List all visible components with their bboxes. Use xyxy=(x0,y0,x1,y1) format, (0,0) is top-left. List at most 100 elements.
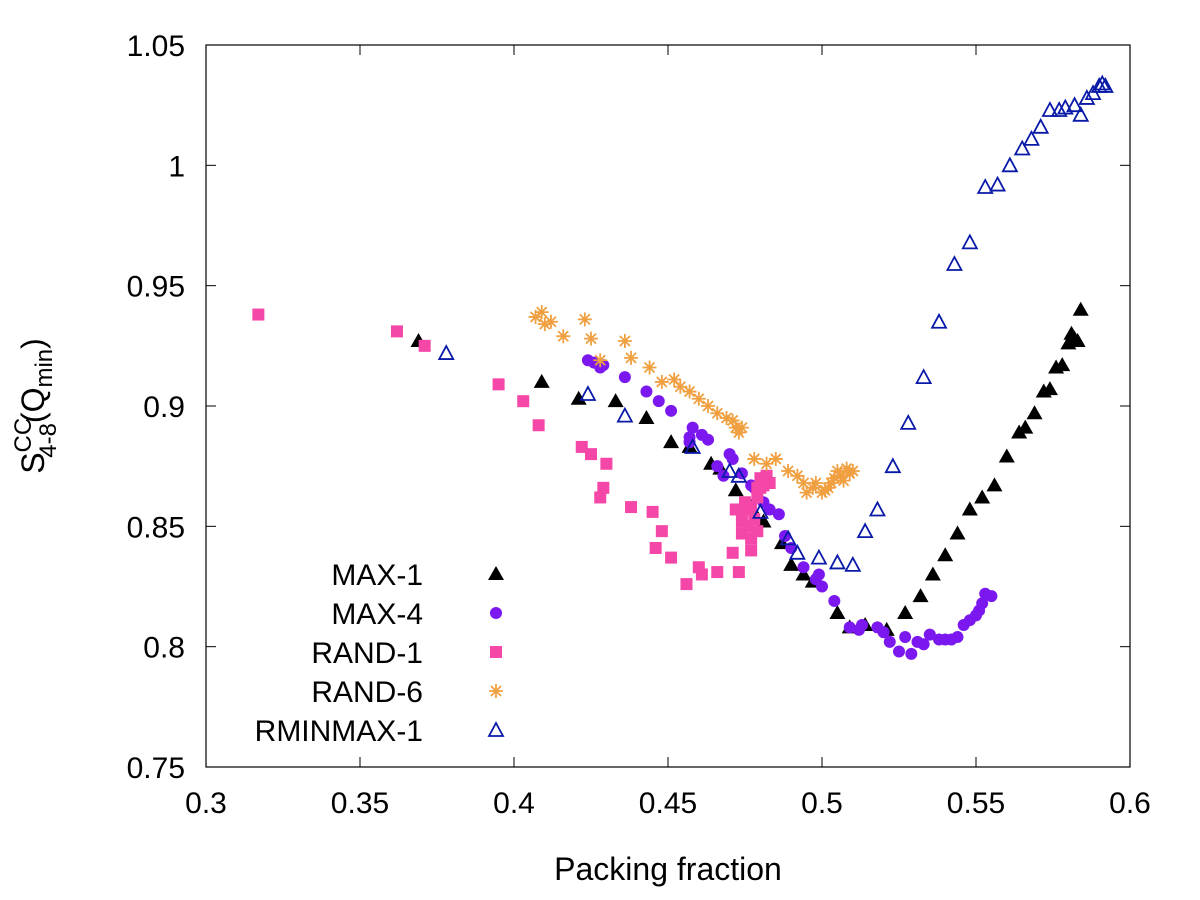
point-max-1 xyxy=(974,489,991,504)
point-rand-6 xyxy=(827,471,842,486)
point-rand-6 xyxy=(710,406,725,421)
point-max-4 xyxy=(917,638,930,651)
point-rand-6 xyxy=(577,312,592,327)
point-rand-1 xyxy=(732,566,745,579)
y-label-base: S xyxy=(15,452,51,473)
point-rminmax-1 xyxy=(616,406,634,423)
legend-label-rand-6: RAND-6 xyxy=(311,676,423,709)
point-rand-1 xyxy=(729,503,742,516)
point-rand-6 xyxy=(830,463,845,478)
y-tick-label: 1.05 xyxy=(127,30,185,63)
axis-ticks: 0.3 0.35 0.4 0.45 0.5 0.55 0.6 0.75 0.8 0.85 0.9 0.… xyxy=(127,30,1151,820)
point-max-1 xyxy=(663,434,680,449)
point-max-4 xyxy=(665,404,678,417)
legend-marker-rminmax-1 xyxy=(487,721,505,737)
point-rand-1 xyxy=(745,544,758,557)
point-rminmax-1 xyxy=(961,233,979,250)
point-max-1 xyxy=(1017,419,1034,434)
point-rminmax-1 xyxy=(1093,74,1111,91)
point-rminmax-1 xyxy=(989,175,1007,192)
point-rand-1 xyxy=(390,325,403,338)
point-rand-6 xyxy=(790,468,805,483)
point-rand-6 xyxy=(682,384,697,399)
point-rminmax-1 xyxy=(779,529,797,546)
point-rand-1 xyxy=(600,457,613,470)
point-rminmax-1 xyxy=(1022,129,1040,146)
point-max-1 xyxy=(961,501,978,516)
point-max-4 xyxy=(985,590,998,603)
point-rand-1 xyxy=(597,481,610,494)
point-rand-6 xyxy=(556,329,571,344)
point-rminmax-1 xyxy=(1078,89,1096,105)
point-rand-1 xyxy=(575,440,588,453)
y-label-arg-open: (Q xyxy=(15,388,51,424)
point-rminmax-1 xyxy=(945,255,963,271)
point-rminmax-1 xyxy=(868,500,886,517)
point-max-4 xyxy=(893,645,905,658)
point-rand-6 xyxy=(796,476,811,491)
point-rand-6 xyxy=(725,413,740,428)
point-rminmax-1 xyxy=(884,457,902,474)
series-rand-6 xyxy=(528,305,860,500)
point-rand-6 xyxy=(845,463,860,478)
point-rand-6 xyxy=(543,314,558,329)
point-max-4 xyxy=(976,597,989,610)
point-rminmax-1 xyxy=(1041,101,1059,117)
point-rminmax-1 xyxy=(1072,105,1090,122)
point-rand-1 xyxy=(665,551,678,564)
point-max-4 xyxy=(763,503,776,516)
point-rand-1 xyxy=(748,513,761,526)
point-rand-1 xyxy=(745,501,758,514)
point-rminmax-1 xyxy=(1013,139,1031,156)
legend: MAX-1 MAX-4 RAND-1 RAND-6 RMINMAX-1 xyxy=(255,559,505,748)
legend-label-rand-1: RAND-1 xyxy=(311,637,423,670)
point-rminmax-1 xyxy=(976,178,994,194)
x-axis-label: Packing fraction xyxy=(554,851,782,887)
point-max-4 xyxy=(772,508,785,521)
point-rand-6 xyxy=(537,317,552,332)
point-rand-6 xyxy=(673,379,688,394)
point-rand-6 xyxy=(624,350,639,365)
point-rand-6 xyxy=(808,476,823,491)
point-rminmax-1 xyxy=(810,548,828,565)
point-rminmax-1 xyxy=(1066,96,1084,113)
point-max-4 xyxy=(951,631,964,644)
point-rminmax-1 xyxy=(1032,117,1050,134)
point-rand-6 xyxy=(839,461,854,476)
point-max-4 xyxy=(816,580,828,593)
point-rand-6 xyxy=(667,372,682,387)
y-label-sup: CC xyxy=(10,418,37,453)
point-max-4 xyxy=(828,594,841,607)
point-max-4 xyxy=(640,385,653,398)
y-tick-label: 0.9 xyxy=(143,391,185,424)
point-rand-6 xyxy=(781,463,796,478)
point-max-1 xyxy=(638,410,655,425)
point-rand-1 xyxy=(751,525,764,538)
point-rand-1 xyxy=(517,395,530,408)
point-rminmax-1 xyxy=(844,555,862,572)
point-rminmax-1 xyxy=(930,312,948,329)
point-rand-6 xyxy=(734,420,749,435)
point-max-1 xyxy=(897,604,914,619)
point-rand-6 xyxy=(824,476,839,491)
point-rand-6 xyxy=(528,309,543,324)
legend-label-max-1: MAX-1 xyxy=(331,559,423,592)
point-rand-6 xyxy=(731,425,746,440)
point-rand-1 xyxy=(655,525,668,538)
legend-label-max-4: MAX-4 xyxy=(331,598,423,631)
point-rand-6 xyxy=(747,451,762,466)
point-max-4 xyxy=(686,421,699,434)
series-max-1 xyxy=(410,301,1089,636)
point-max-1 xyxy=(912,588,929,603)
x-tick-label: 0.6 xyxy=(1109,787,1151,820)
point-rand-1 xyxy=(252,308,265,321)
point-rand-1 xyxy=(594,491,607,504)
point-rand-1 xyxy=(625,501,638,514)
point-max-1 xyxy=(998,448,1015,463)
legend-marker-rand-1 xyxy=(490,646,502,658)
point-max-1 xyxy=(1072,301,1089,316)
x-tick-label: 0.55 xyxy=(947,787,1005,820)
point-rand-1 xyxy=(751,491,764,504)
point-rand-6 xyxy=(821,480,836,495)
point-max-1 xyxy=(570,390,587,405)
